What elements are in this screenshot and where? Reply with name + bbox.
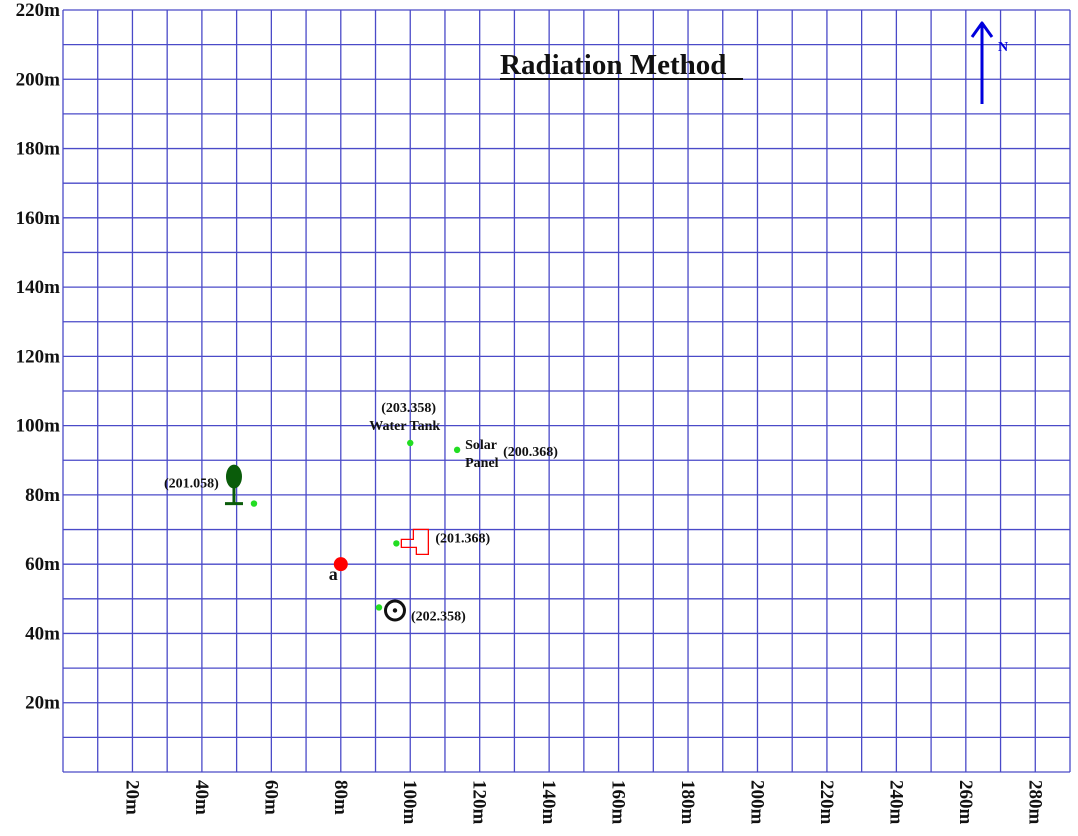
x-tick-label: 60m	[260, 780, 281, 815]
x-tick-label: 20m	[121, 780, 142, 815]
well-point	[375, 604, 383, 611]
plot-features: a (201.058) (203.358) Water Tank Solar Panel (…	[164, 401, 558, 625]
grid-lines	[62, 9, 1071, 773]
tree-point	[250, 500, 258, 507]
north-arrow-icon	[970, 21, 994, 104]
y-tick-label: 100m	[16, 416, 61, 437]
solar-panel-value: (200.368)	[503, 445, 558, 460]
water-tank-point	[407, 439, 414, 447]
x-tick-label: 100m	[399, 780, 420, 825]
x-tick-label: 260m	[955, 780, 976, 825]
x-tick-label: 240m	[885, 780, 906, 825]
y-tick-label: 20m	[25, 693, 60, 714]
tree-label: (201.058)	[164, 477, 219, 492]
well-label: (202.358)	[411, 609, 466, 624]
y-tick-label: 60m	[25, 554, 60, 575]
x-tick-label: 80m	[330, 780, 351, 815]
x-tick-label: 140m	[538, 780, 559, 825]
well-icon	[383, 599, 406, 622]
x-tick-label: 200m	[746, 780, 767, 825]
y-axis-ticks: 20m 40m 60m 80m 100m 120m 140m 160m 180m 200m 220m	[16, 0, 61, 714]
building-label: (201.368)	[435, 531, 490, 546]
y-tick-label: 80m	[25, 485, 60, 506]
x-tick-label: 280m	[1024, 780, 1045, 825]
solar-panel-label-line1: Solar	[465, 438, 497, 453]
y-tick-label: 220m	[16, 0, 61, 21]
water-tank-label: Water Tank	[369, 419, 440, 434]
station-point	[333, 557, 348, 572]
y-tick-label: 40m	[25, 623, 60, 644]
x-tick-label: 220m	[816, 780, 837, 825]
y-tick-label: 120m	[16, 346, 61, 367]
solar-panel-point	[453, 446, 461, 454]
building-outline-icon	[400, 528, 430, 556]
y-tick-label: 140m	[16, 277, 61, 298]
tree-icon	[224, 464, 243, 506]
y-tick-label: 180m	[16, 139, 61, 160]
x-tick-label: 160m	[608, 780, 629, 825]
building-point	[393, 540, 400, 547]
solar-panel-label-line2: Panel	[465, 456, 499, 471]
diagram-title: Radiation Method	[500, 49, 726, 81]
y-tick-label: 200m	[16, 69, 61, 90]
station-label: a	[329, 564, 338, 584]
x-tick-label: 120m	[469, 780, 490, 825]
water-tank-value: (203.358)	[381, 401, 436, 416]
north-label: N	[998, 40, 1008, 55]
x-tick-label: 40m	[191, 780, 212, 815]
y-tick-label: 160m	[16, 208, 61, 229]
x-axis-ticks: 20m 40m 60m 80m 100m 120m 140m 160m 180m 200m 220m…	[121, 780, 1045, 825]
x-tick-label: 180m	[677, 780, 698, 825]
